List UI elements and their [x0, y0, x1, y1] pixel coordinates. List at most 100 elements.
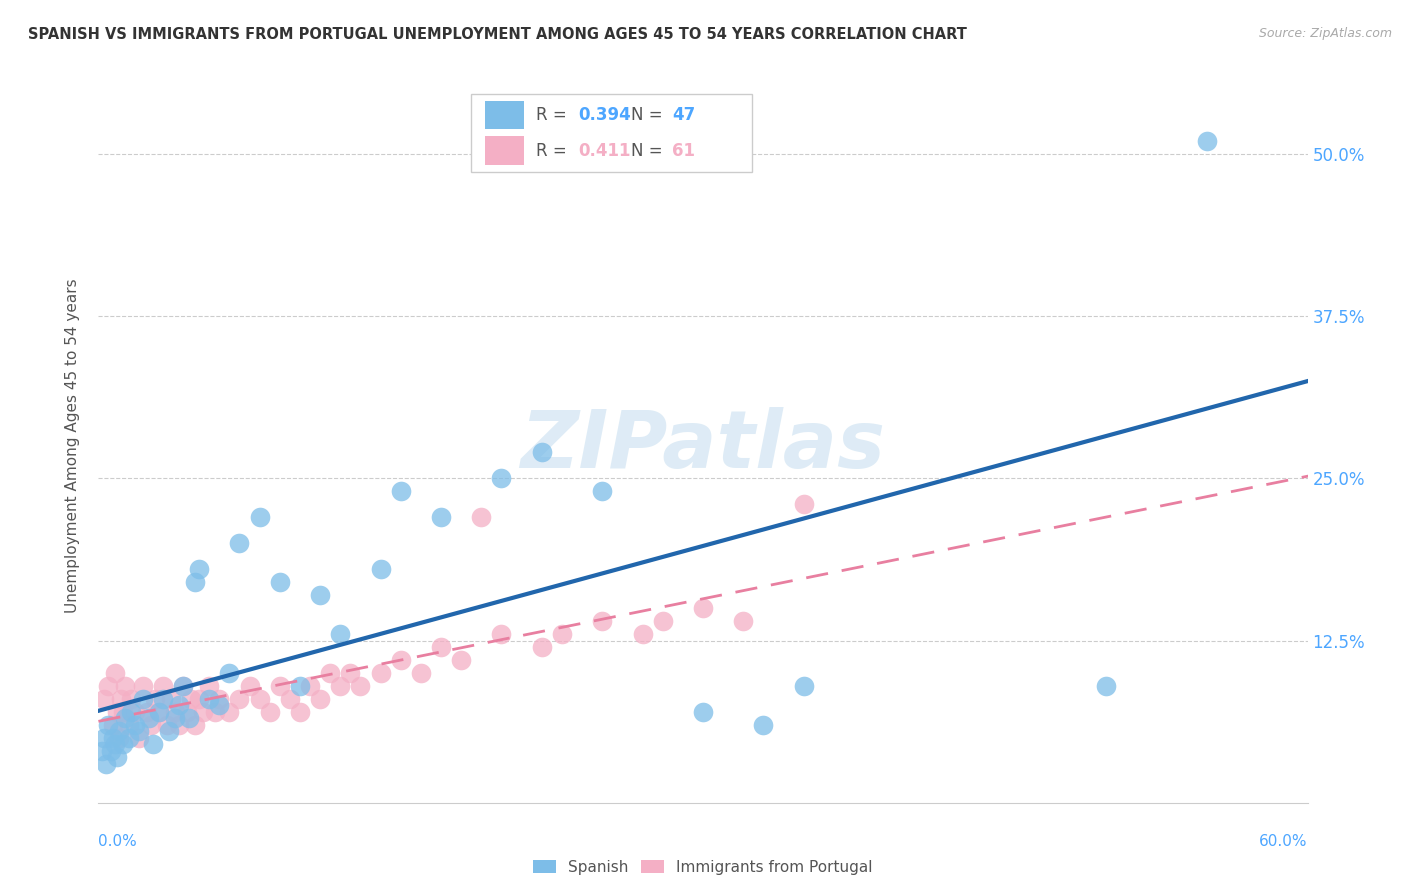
Point: [329, 679, 352, 693]
Point: [111, 705, 134, 719]
Point: [1195, 134, 1218, 148]
Point: [193, 705, 215, 719]
Point: [120, 705, 142, 719]
Point: [184, 575, 207, 590]
Point: [249, 692, 271, 706]
Point: [97, 718, 120, 732]
Point: [631, 627, 654, 641]
Text: R =: R =: [536, 106, 572, 124]
Point: [269, 575, 291, 590]
Point: [172, 679, 194, 693]
Point: [370, 666, 392, 681]
Point: [733, 614, 755, 628]
Text: 47: 47: [672, 106, 696, 124]
Point: [148, 705, 170, 719]
Point: [152, 692, 174, 706]
Point: [450, 653, 472, 667]
Point: [198, 679, 221, 693]
Point: [470, 510, 492, 524]
Point: [349, 679, 371, 693]
Point: [103, 738, 125, 752]
Point: [389, 653, 412, 667]
Point: [218, 705, 240, 719]
Text: SPANISH VS IMMIGRANTS FROM PORTUGAL UNEMPLOYMENT AMONG AGES 45 TO 54 YEARS CORRE: SPANISH VS IMMIGRANTS FROM PORTUGAL UNEM…: [28, 27, 967, 42]
Point: [339, 666, 361, 681]
Point: [118, 731, 141, 745]
Point: [143, 692, 166, 706]
Point: [651, 614, 673, 628]
Point: [132, 692, 155, 706]
Point: [591, 614, 613, 628]
Point: [249, 510, 271, 524]
Text: 0.0%: 0.0%: [98, 834, 138, 849]
Point: [530, 445, 553, 459]
Point: [228, 536, 250, 550]
Point: [198, 692, 221, 706]
Point: [124, 705, 146, 719]
Text: N =: N =: [631, 106, 668, 124]
Text: ZIPatlas: ZIPatlas: [520, 407, 886, 485]
Point: [139, 718, 162, 732]
Point: [259, 705, 281, 719]
Point: [491, 627, 513, 641]
Point: [752, 718, 775, 732]
Point: [132, 679, 155, 693]
Point: [167, 718, 190, 732]
Point: [156, 718, 179, 732]
Point: [160, 692, 183, 706]
Text: R =: R =: [536, 142, 572, 160]
Point: [551, 627, 574, 641]
Point: [138, 711, 160, 725]
Point: [97, 679, 120, 693]
Text: Source: ZipAtlas.com: Source: ZipAtlas.com: [1258, 27, 1392, 40]
Text: 0.394: 0.394: [578, 106, 631, 124]
Point: [793, 679, 815, 693]
Point: [184, 718, 207, 732]
Point: [105, 705, 128, 719]
Point: [91, 744, 114, 758]
Point: [239, 679, 262, 693]
Point: [491, 471, 513, 485]
Point: [269, 679, 291, 693]
Point: [319, 666, 342, 681]
Text: 60.0%: 60.0%: [1260, 834, 1308, 849]
Point: [288, 705, 311, 719]
Point: [208, 698, 231, 713]
Point: [167, 698, 190, 713]
Point: [101, 731, 124, 745]
Point: [110, 692, 132, 706]
Point: [101, 718, 124, 732]
Point: [103, 666, 125, 681]
Point: [107, 731, 129, 745]
Y-axis label: Unemployment Among Ages 45 to 54 years: Unemployment Among Ages 45 to 54 years: [65, 278, 80, 614]
Point: [128, 724, 150, 739]
Point: [389, 484, 412, 499]
Point: [309, 692, 332, 706]
Point: [152, 679, 174, 693]
Text: 0.411: 0.411: [578, 142, 630, 160]
Point: [278, 692, 301, 706]
Point: [163, 711, 186, 725]
Point: [148, 705, 170, 719]
Point: [105, 750, 128, 764]
Point: [299, 679, 322, 693]
Point: [180, 692, 202, 706]
Point: [128, 731, 150, 745]
Point: [591, 484, 613, 499]
Point: [329, 627, 352, 641]
Point: [176, 705, 198, 719]
Point: [163, 705, 186, 719]
Point: [228, 692, 250, 706]
Point: [430, 640, 453, 654]
Point: [692, 705, 714, 719]
Point: [93, 731, 115, 745]
Point: [124, 718, 146, 732]
Legend: Spanish, Immigrants from Portugal: Spanish, Immigrants from Portugal: [527, 854, 879, 880]
Point: [288, 679, 311, 693]
Point: [118, 718, 141, 732]
Point: [172, 679, 194, 693]
Point: [309, 588, 332, 602]
Point: [157, 724, 180, 739]
Point: [692, 601, 714, 615]
Point: [430, 510, 453, 524]
